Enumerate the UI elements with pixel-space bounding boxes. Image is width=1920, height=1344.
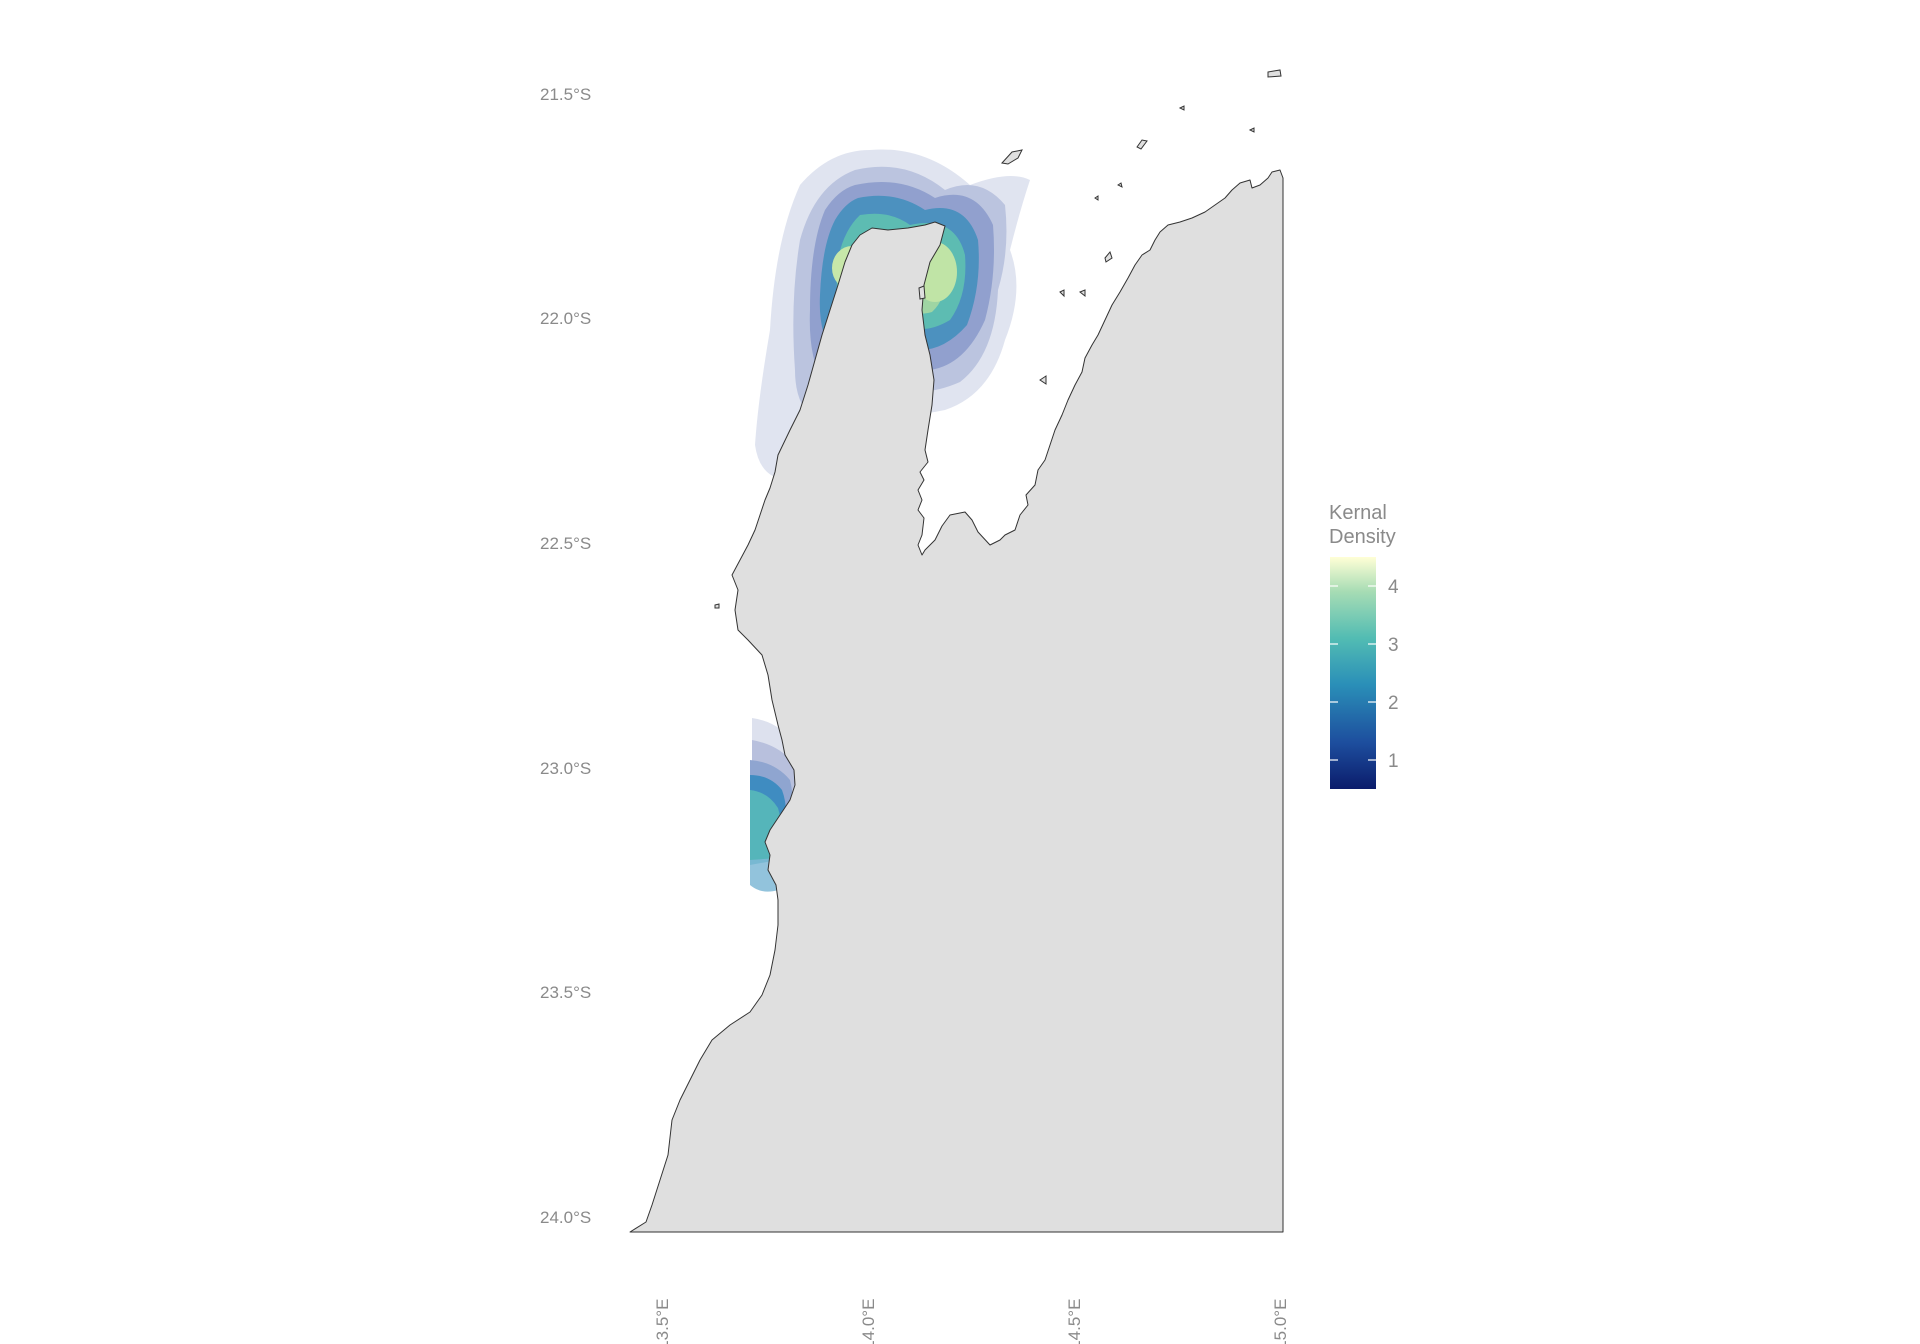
land-mass: [629, 69, 1284, 1233]
lon-tick-label: 114.0°E: [859, 1299, 878, 1344]
lon-tick-label: 113.5°E: [653, 1299, 672, 1344]
island-small: [1178, 105, 1185, 111]
legend-tick-label: 1: [1388, 751, 1399, 772]
mainland-coastline: [629, 169, 1284, 1233]
density-legend: Kernal Density 1 2 3 4: [1329, 502, 1399, 789]
legend-title-line1: Kernal: [1329, 502, 1387, 524]
island-small: [1059, 289, 1065, 298]
legend-tick-label: 4: [1388, 577, 1399, 598]
island-small: [1117, 182, 1123, 188]
lat-tick-label: 22.0°S: [540, 309, 591, 328]
legend-colorbar: [1330, 557, 1376, 789]
island-small: [1104, 250, 1113, 263]
island-far-north: [1267, 69, 1282, 78]
lat-tick-label: 21.5°S: [540, 85, 591, 104]
legend-ticks: 1 2 3 4: [1330, 577, 1399, 772]
latitude-axis: 21.5°S 22.0°S 22.5°S 23.0°S 23.5°S 24.0°…: [540, 85, 591, 1227]
lon-tick-label: 115.0°E: [1271, 1299, 1290, 1344]
legend-tick-label: 3: [1388, 635, 1399, 656]
lat-tick-label: 24.0°S: [540, 1208, 591, 1227]
island-small: [1136, 139, 1148, 150]
island-small: [1094, 195, 1099, 201]
lat-tick-label: 22.5°S: [540, 534, 591, 553]
lat-tick-label: 23.0°S: [540, 759, 591, 778]
island-small: [1079, 289, 1086, 298]
longitude-axis: 113.5°E 114.0°E 114.5°E 115.0°E: [653, 1299, 1290, 1344]
island-small: [1039, 375, 1047, 385]
island-north: [1001, 149, 1023, 165]
lat-tick-label: 23.5°S: [540, 983, 591, 1002]
island-small: [1248, 127, 1255, 133]
island-small: [714, 603, 720, 609]
legend-tick-label: 2: [1388, 693, 1399, 714]
island-small: [918, 285, 926, 300]
legend-title-line2: Density: [1329, 526, 1396, 548]
lon-tick-label: 114.5°E: [1065, 1299, 1084, 1344]
